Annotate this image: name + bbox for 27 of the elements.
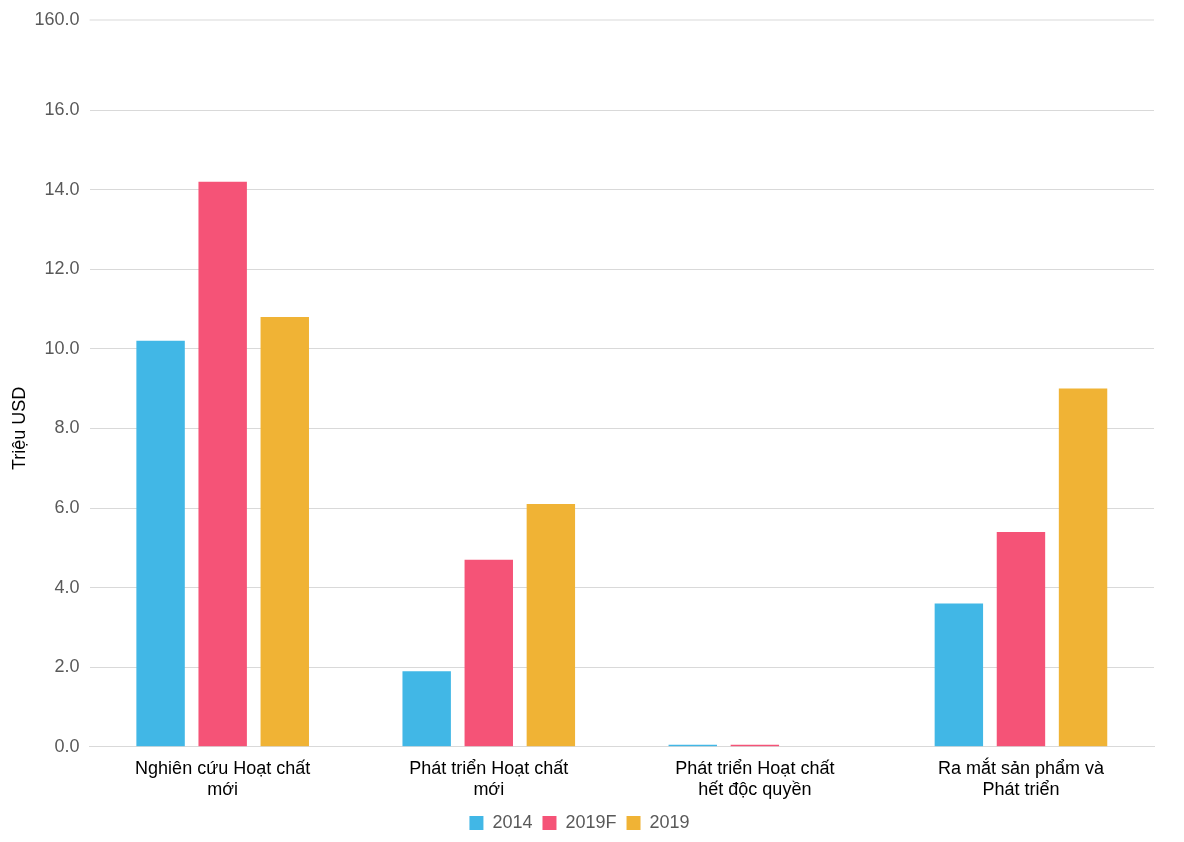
bar xyxy=(1058,388,1108,747)
y-tick-label: 12.0 xyxy=(44,258,80,279)
bar xyxy=(464,559,513,747)
y-tick-label: 4.0 xyxy=(54,576,80,597)
text: 160.0 xyxy=(34,8,80,29)
bar xyxy=(526,504,576,747)
x-tick-label: Phát triển Hoạt chất hết độc quyền xyxy=(675,757,835,800)
y-tick-label: 8.0 xyxy=(54,417,80,438)
x-tick-label: Nghiên cứu Hoạt chất mới xyxy=(135,757,311,800)
y-tick-label: 2.0 xyxy=(54,656,80,677)
x-tick-label: Ra mắt sản phẩm và Phát triển xyxy=(937,756,1105,800)
y-tick-label: 14.0 xyxy=(44,178,80,199)
y-axis-title: Triệu USD xyxy=(8,386,29,471)
legend-label: 2019 xyxy=(649,811,690,832)
y-tick-label: 6.0 xyxy=(54,496,80,517)
bar xyxy=(996,531,1046,747)
bar xyxy=(136,340,185,747)
bar xyxy=(934,603,984,747)
bar xyxy=(402,671,451,747)
bar xyxy=(260,316,309,747)
bar xyxy=(198,181,247,747)
legend-label: 2014 xyxy=(492,811,533,832)
y-tick-label: 16.0 xyxy=(44,98,80,119)
x-tick-label: Phát triển Hoạt chất mới xyxy=(409,757,569,800)
legend-label: 2019F xyxy=(565,811,617,832)
y-tick-label: 10.0 xyxy=(44,337,80,358)
y-tick-label: 0.0 xyxy=(54,735,80,756)
